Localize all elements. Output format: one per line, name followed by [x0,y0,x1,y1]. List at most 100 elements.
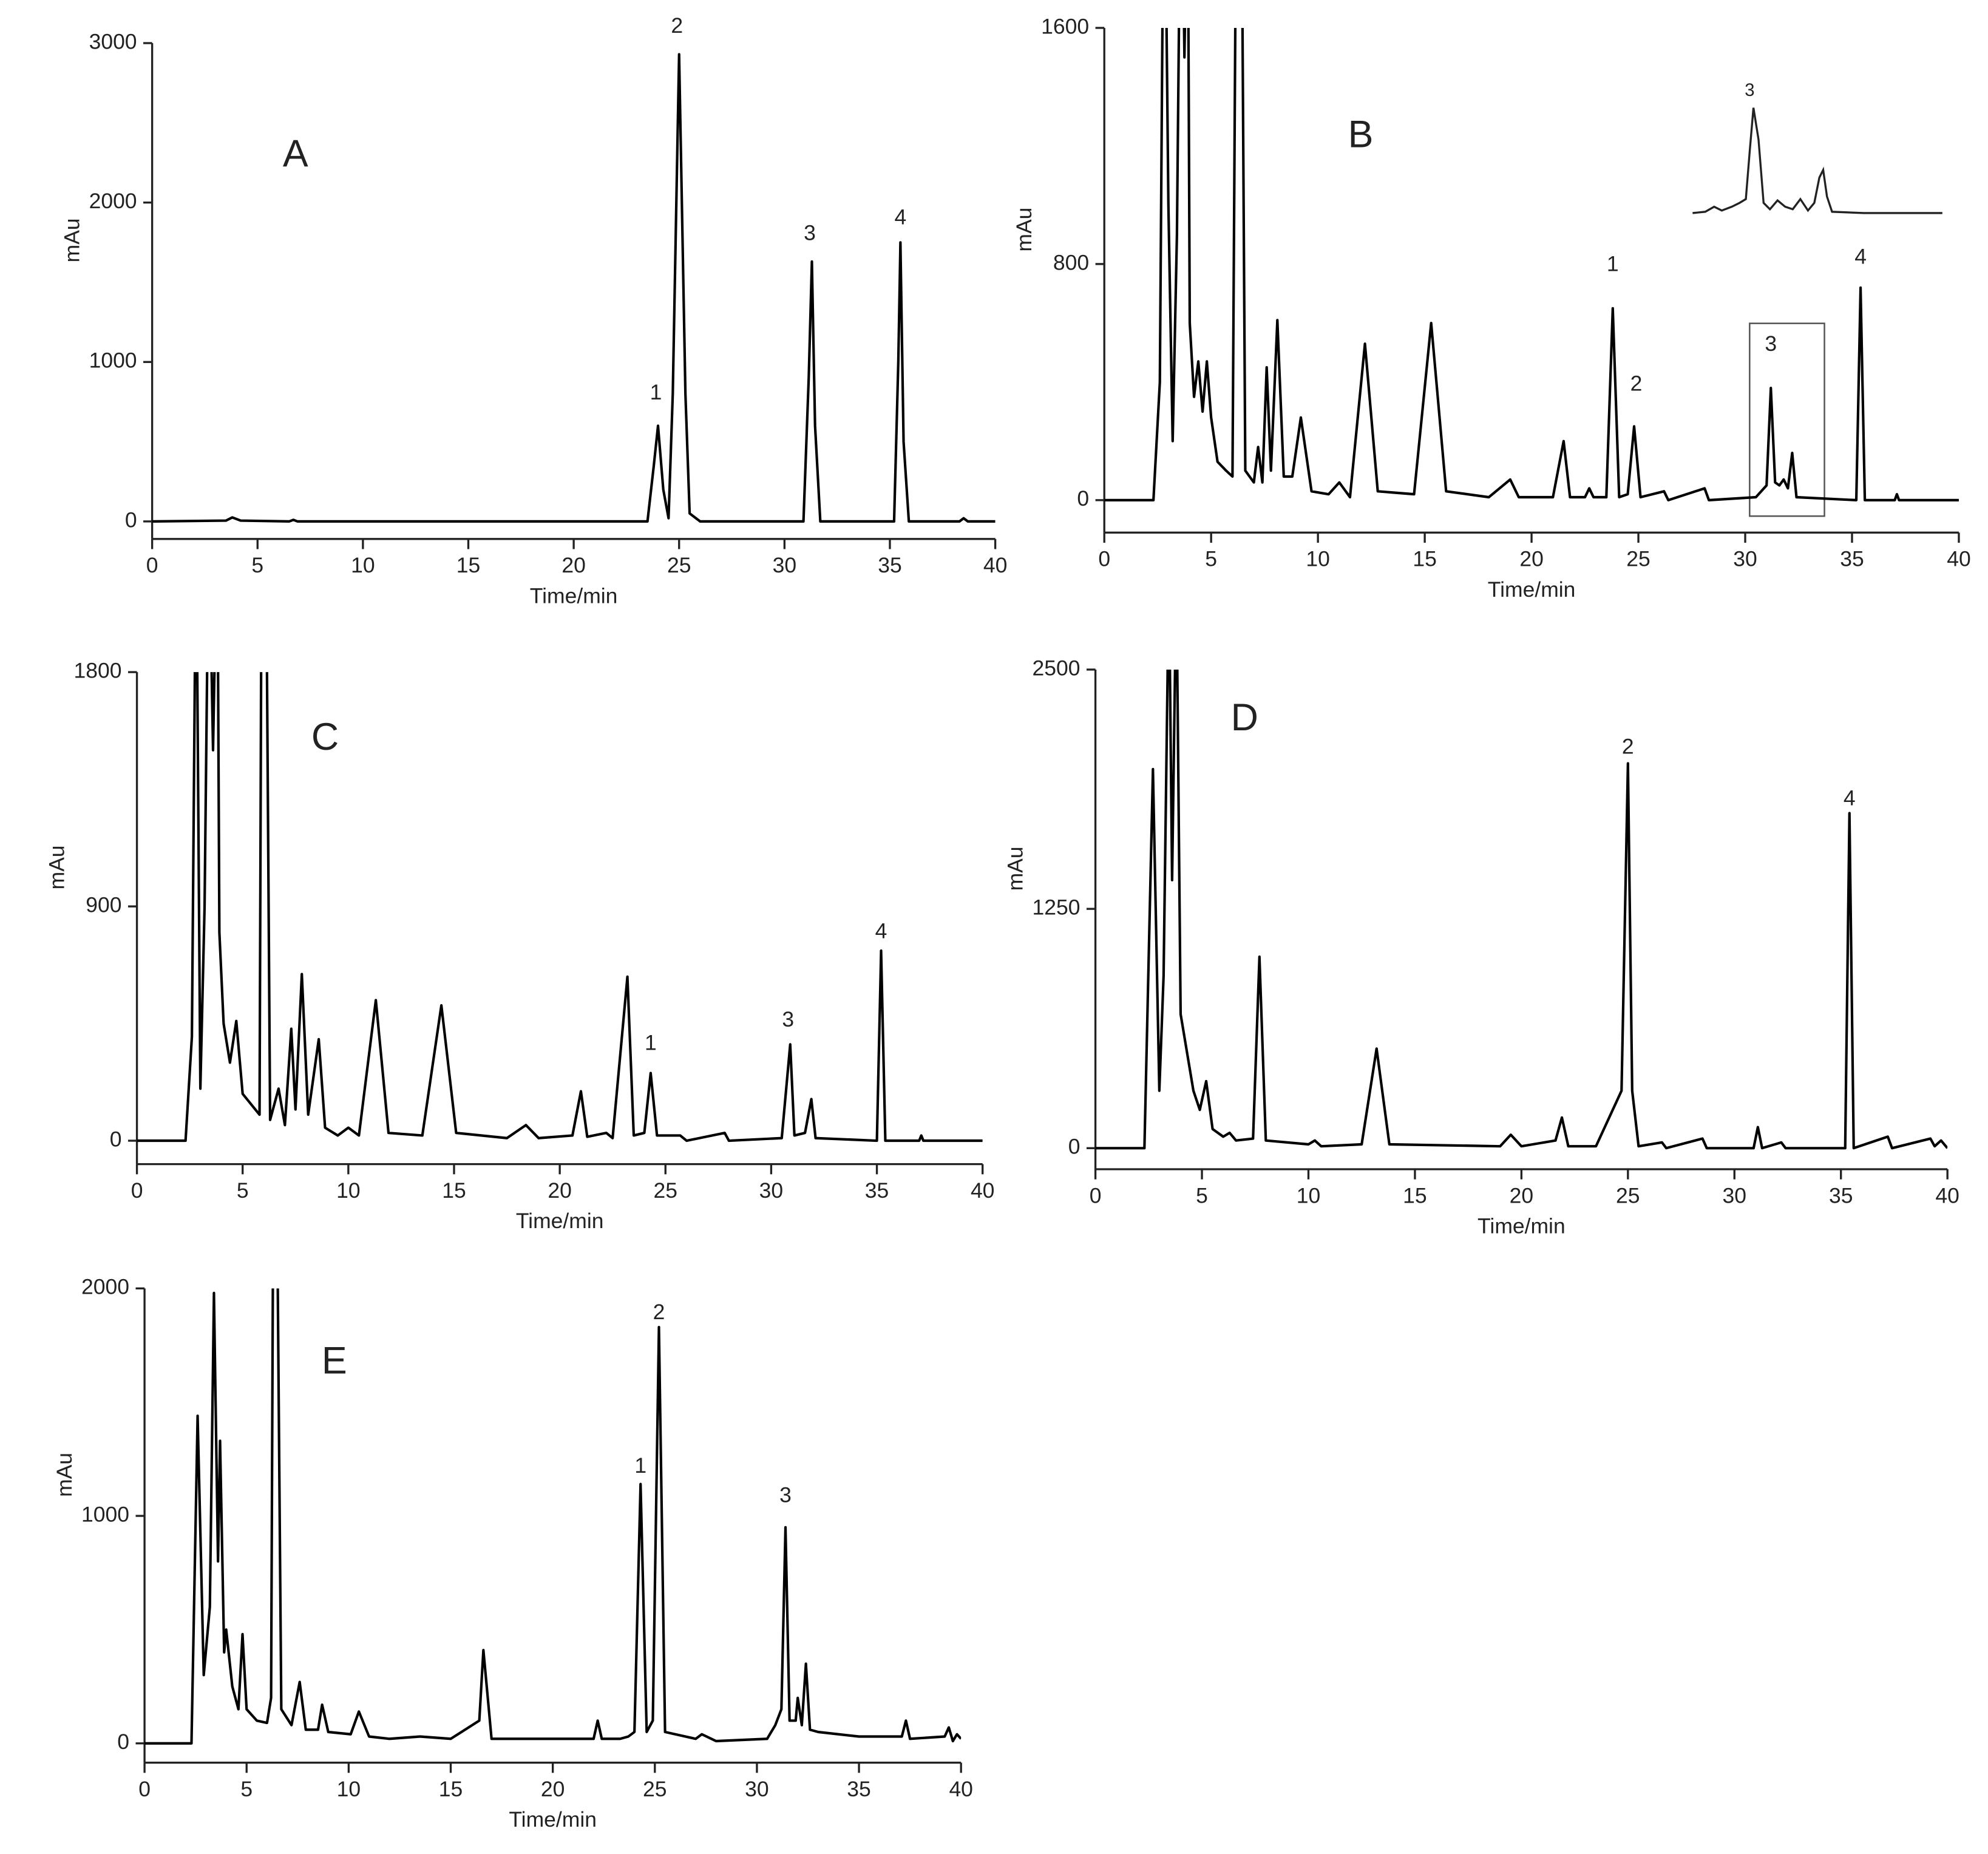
x-tick-label: 10 [1306,547,1329,571]
x-tick-label: 5 [1196,1183,1208,1207]
peak-label: 3 [1765,331,1777,356]
y-tick-label: 3000 [89,29,137,53]
panel-letter: A [283,132,308,175]
x-tick-label: 0 [1098,547,1110,571]
chromatogram-panel: 0 5 10 15 20 25 30 35 40 0 900 1800 Time/min mAu C 1 3 4 [44,659,994,1234]
x-tick-label: 15 [1403,1183,1427,1207]
trace-line [1104,27,1959,501]
x-tick-label: 0 [138,1777,151,1801]
y-tick-label: 0 [110,1127,122,1151]
chromatogram-panel: 0 5 10 15 20 25 30 35 40 0 1000 2000 Time/min mAu E 1 2 3 [52,1275,973,1832]
y-tick-label: 0 [1077,486,1089,511]
panel-letter: C [311,716,339,758]
y-tick-label: 2000 [81,1275,129,1299]
trace-line [152,53,996,523]
x-tick-label: 35 [865,1178,889,1203]
x-tick-label: 20 [548,1178,571,1203]
peak-label: 2 [1630,372,1643,396]
trace-line [1095,669,1948,1150]
x-tick-label: 30 [1733,547,1757,571]
x-tick-label: 30 [745,1777,768,1801]
peak-label: 1 [650,380,662,404]
x-tick-label: 20 [541,1777,565,1801]
y-tick-label: 1800 [74,659,122,683]
y-axis-label: mAu [44,845,69,889]
trace-line [144,1288,962,1745]
x-tick-label: 15 [1413,547,1436,571]
peak-label: 1 [645,1031,657,1055]
chromatogram-panel: 0 5 10 15 20 25 30 35 40 0 800 1600 Time/min mAu B 1 2 3 4 [1012,14,1971,602]
x-tick-label: 35 [1829,1183,1853,1207]
x-axis-label: Time/min [530,583,618,608]
x-tick-label: 10 [337,1777,361,1801]
panel-letter: B [1348,113,1374,155]
peak-label: 4 [1854,245,1867,269]
y-tick-label: 0 [117,1730,129,1754]
peak-label: 1 [1607,252,1619,276]
x-tick-label: 25 [667,553,691,577]
chromatogram-panel: 0 5 10 15 20 25 30 35 40 0 1250 2500 Time/min mAu D 2 4 [1003,656,1959,1238]
x-tick-label: 35 [1840,547,1864,571]
peak-label: 2 [653,1300,665,1324]
panel-letter: E [322,1340,347,1382]
peak-label: 4 [875,919,887,943]
y-tick-label: 0 [125,508,137,532]
y-tick-label: 1600 [1041,14,1089,38]
y-tick-label: 2000 [89,189,137,213]
x-axis-label: Time/min [516,1209,604,1233]
x-tick-label: 10 [1297,1183,1320,1207]
peak-label: 3 [779,1483,792,1507]
x-tick-label: 10 [351,553,375,577]
inset-trace [1692,107,1942,214]
x-tick-label: 15 [439,1777,463,1801]
x-tick-label: 15 [456,553,480,577]
peak-label: 2 [671,13,683,38]
x-tick-label: 40 [983,553,1007,577]
peak-label: 2 [1622,735,1634,759]
x-tick-label: 30 [1723,1183,1746,1207]
y-axis-label: mAu [60,218,84,262]
inset-box [1749,322,1825,517]
x-tick-label: 25 [1616,1183,1640,1207]
y-axis-label: mAu [52,1453,76,1497]
y-tick-label: 1000 [81,1502,129,1526]
x-axis-label: Time/min [1488,577,1576,602]
x-tick-label: 0 [131,1178,143,1203]
x-tick-label: 20 [1519,547,1543,571]
x-tick-label: 20 [1510,1183,1533,1207]
x-tick-label: 10 [336,1178,360,1203]
peak-label: 4 [894,205,906,229]
x-tick-label: 5 [240,1777,253,1801]
x-tick-label: 25 [1626,547,1650,571]
y-tick-label: 2500 [1033,656,1081,680]
peak-label: 3 [782,1007,794,1031]
x-tick-label: 40 [1947,547,1970,571]
peak-label: 1 [634,1453,646,1478]
y-tick-label: 1250 [1033,895,1081,919]
x-axis-label: Time/min [1477,1214,1566,1238]
x-tick-label: 0 [1090,1183,1102,1207]
x-axis-label: Time/min [509,1807,597,1832]
x-tick-label: 25 [643,1777,667,1801]
x-tick-label: 30 [773,553,796,577]
x-tick-label: 0 [146,553,158,577]
x-tick-label: 35 [878,553,901,577]
y-tick-label: 800 [1053,250,1089,274]
x-tick-label: 5 [251,553,263,577]
x-tick-label: 30 [759,1178,783,1203]
chromatogram-panel: 0 5 10 15 20 25 30 35 40 0 1000 2000 3000 Time/min mAu… [60,13,1008,608]
x-tick-label: 20 [561,553,585,577]
y-tick-label: 1000 [89,348,137,373]
y-axis-label: mAu [1012,208,1036,252]
x-tick-label: 5 [237,1178,249,1203]
x-tick-label: 5 [1205,547,1217,571]
trace-line [137,672,983,1143]
x-tick-label: 40 [949,1777,972,1801]
inset-label: 3 [1745,81,1754,100]
x-tick-label: 25 [654,1178,677,1203]
y-tick-label: 900 [86,892,121,917]
peak-label: 4 [1844,786,1856,810]
x-tick-label: 35 [847,1777,870,1801]
panel-letter: D [1231,696,1258,739]
